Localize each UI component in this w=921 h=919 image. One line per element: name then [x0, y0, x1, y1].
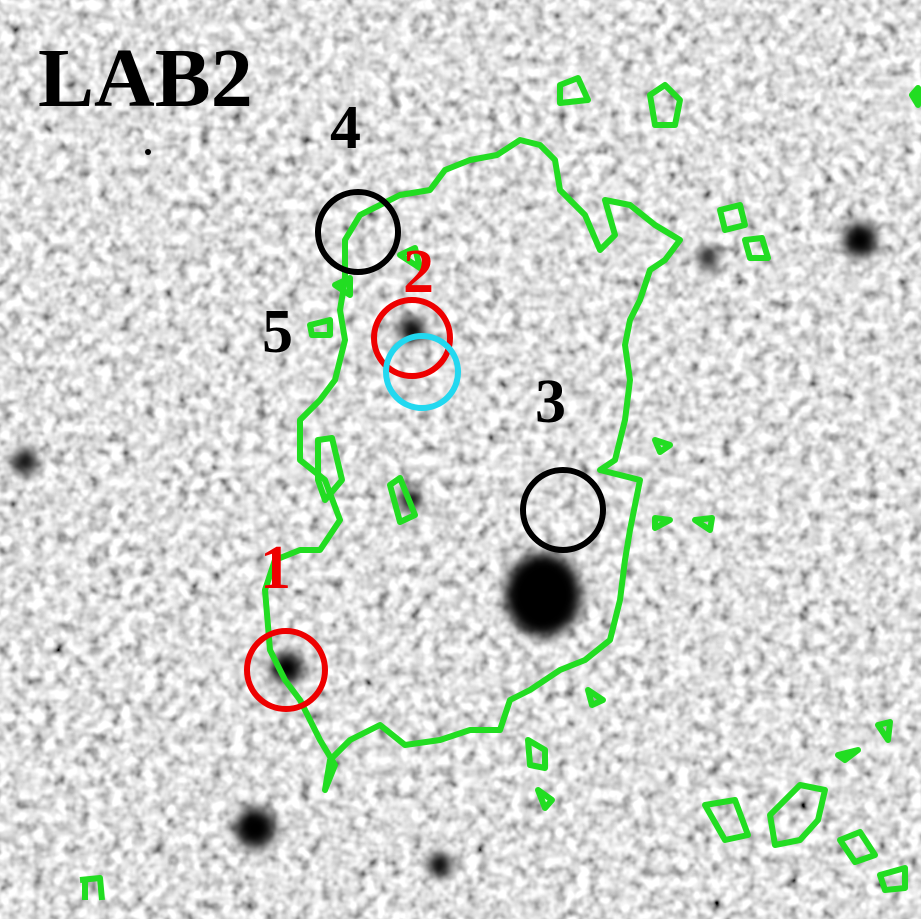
- sky-background: [0, 0, 921, 919]
- marker-label: 5: [262, 298, 293, 366]
- marker-label: 2: [403, 238, 434, 306]
- image: LAB2 1 2 3 4 5: [0, 0, 921, 919]
- page: LAB2 1 2 3 4 5 (() => { const data = JSO…: [0, 0, 921, 919]
- title: LAB2: [38, 32, 253, 125]
- marker-label: 1: [260, 534, 291, 602]
- marker-label: 3: [535, 368, 566, 436]
- marker-label: 4: [330, 94, 361, 162]
- dot: [145, 149, 151, 155]
